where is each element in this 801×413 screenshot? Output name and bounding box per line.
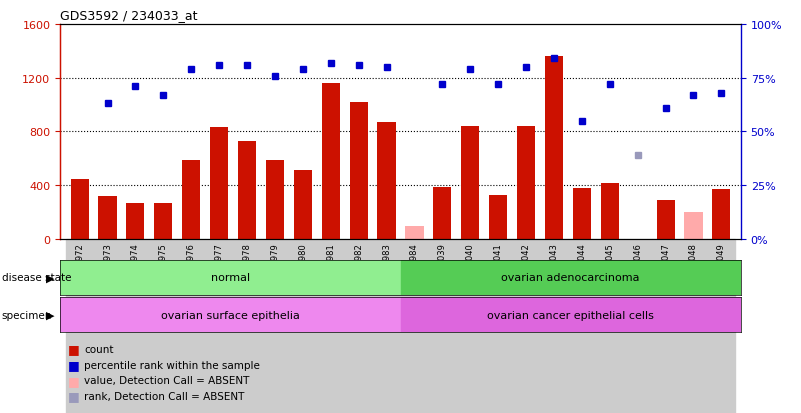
Bar xyxy=(94,240,122,413)
Bar xyxy=(400,297,741,332)
Bar xyxy=(238,142,256,240)
Text: GDS3592 / 234033_at: GDS3592 / 234033_at xyxy=(60,9,198,22)
Text: ▶: ▶ xyxy=(46,273,54,283)
Bar xyxy=(400,240,429,413)
Text: ▶: ▶ xyxy=(46,310,54,320)
Text: ■: ■ xyxy=(68,374,80,387)
Bar xyxy=(205,240,233,413)
Bar xyxy=(512,240,540,413)
Bar xyxy=(122,240,149,413)
Bar xyxy=(485,240,512,413)
Bar xyxy=(596,240,624,413)
Bar xyxy=(60,297,400,332)
Bar xyxy=(568,240,596,413)
Bar xyxy=(266,160,284,240)
Bar xyxy=(517,127,535,240)
Bar xyxy=(261,240,289,413)
Text: ■: ■ xyxy=(68,358,80,371)
Bar xyxy=(60,260,400,295)
Bar xyxy=(405,226,424,240)
Bar xyxy=(545,57,563,240)
Text: count: count xyxy=(84,344,114,354)
Bar xyxy=(601,183,619,240)
Bar xyxy=(433,187,452,240)
Bar xyxy=(316,240,344,413)
Bar xyxy=(182,160,200,240)
Bar xyxy=(127,203,144,240)
Text: disease state: disease state xyxy=(2,273,71,283)
Bar xyxy=(684,213,702,240)
Bar xyxy=(712,189,731,240)
Bar xyxy=(349,102,368,240)
Bar xyxy=(707,240,735,413)
Text: specimen: specimen xyxy=(2,310,52,320)
Bar xyxy=(573,188,591,240)
Bar xyxy=(540,240,568,413)
Bar xyxy=(149,240,177,413)
Bar xyxy=(372,240,400,413)
Text: ovarian surface epithelia: ovarian surface epithelia xyxy=(161,310,300,320)
Bar xyxy=(294,171,312,240)
Bar xyxy=(322,84,340,240)
Text: ovarian cancer epithelial cells: ovarian cancer epithelial cells xyxy=(487,310,654,320)
Bar xyxy=(66,240,94,413)
Bar xyxy=(489,195,507,240)
Bar xyxy=(624,240,652,413)
Bar xyxy=(233,240,261,413)
Text: ■: ■ xyxy=(68,342,80,356)
Bar xyxy=(289,240,316,413)
Bar xyxy=(177,240,205,413)
Bar xyxy=(429,240,457,413)
Text: ■: ■ xyxy=(68,389,80,403)
Bar xyxy=(70,179,89,240)
Text: normal: normal xyxy=(211,273,250,283)
Bar xyxy=(344,240,372,413)
Bar xyxy=(155,204,172,240)
Bar xyxy=(377,123,396,240)
Bar xyxy=(679,240,707,413)
Bar xyxy=(657,201,674,240)
Bar xyxy=(99,197,117,240)
Bar xyxy=(461,127,479,240)
Bar xyxy=(652,240,679,413)
Bar xyxy=(400,260,741,295)
Text: ovarian adenocarcinoma: ovarian adenocarcinoma xyxy=(501,273,640,283)
Text: value, Detection Call = ABSENT: value, Detection Call = ABSENT xyxy=(84,375,249,385)
Text: percentile rank within the sample: percentile rank within the sample xyxy=(84,360,260,370)
Text: rank, Detection Call = ABSENT: rank, Detection Call = ABSENT xyxy=(84,391,244,401)
Bar xyxy=(457,240,485,413)
Bar xyxy=(210,128,228,240)
